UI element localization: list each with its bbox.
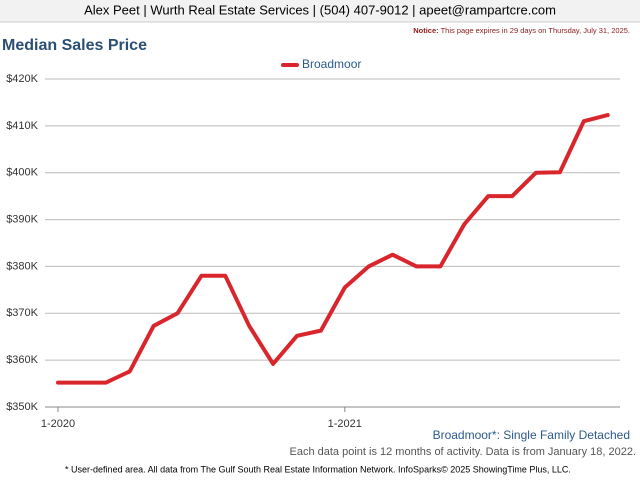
y-tick-label: $420K [6,73,38,85]
header-bar [0,0,640,22]
y-tick-label: $360K [6,354,38,366]
notice: Notice: This page expires in 29 days on … [413,26,630,35]
y-tick-label: $370K [6,307,38,319]
notice-text: This page expires in 29 days on Thursday… [441,26,630,35]
notice-label: Notice: [413,26,438,35]
chart-title: Median Sales Price [2,37,147,54]
y-tick-label: $410K [6,120,38,132]
x-tick-label: 1-2020 [41,418,75,430]
note: Each data point is 12 months of activity… [290,446,636,458]
plot: $350K $360K $370K $380K $390K $400K $410K $420K… [6,57,620,430]
legend-label: Broadmoor [302,57,361,71]
y-tick-label: $400K [6,167,38,179]
x-tick-label: 1-2021 [328,418,362,430]
y-tick-label: $380K [6,260,38,272]
footnote: * User-defined area. All data from The G… [65,464,571,474]
y-tick-label: $390K [6,213,38,225]
series-line [56,113,610,385]
contact: Alex Peet | Wurth Real Estate Services |… [84,2,556,17]
y-tick-label: $350K [6,401,38,413]
subtitle: Broadmoor*: Single Family Detached [433,428,630,442]
